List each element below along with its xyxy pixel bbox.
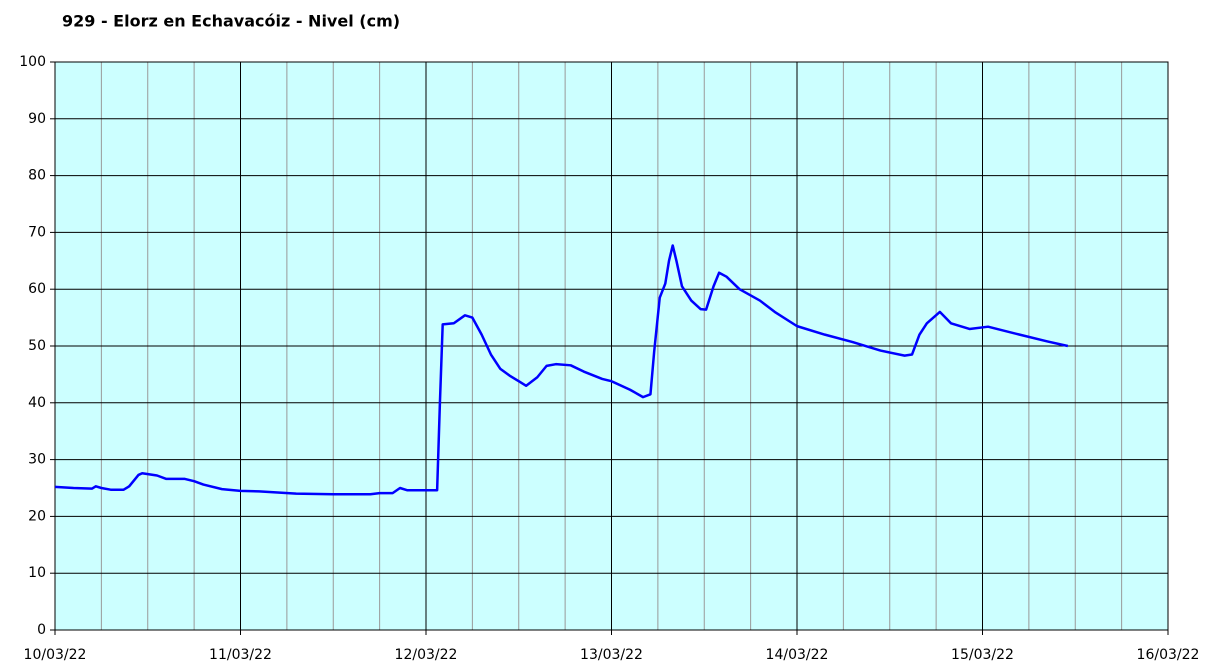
y-tick-label: 50 — [28, 338, 46, 354]
y-tick-label: 80 — [28, 168, 46, 184]
y-tick-label: 60 — [28, 281, 46, 297]
x-tick-label: 16/03/22 — [1137, 647, 1200, 663]
y-tick-label: 40 — [28, 395, 46, 411]
y-tick-label: 90 — [28, 111, 46, 127]
y-tick-label: 10 — [28, 565, 46, 581]
x-tick-label: 14/03/22 — [766, 647, 829, 663]
y-tick-label: 0 — [37, 622, 46, 638]
y-tick-label: 30 — [28, 452, 46, 468]
plot-border — [54, 61, 1169, 631]
x-tick-label: 13/03/22 — [580, 647, 643, 663]
y-tick-label: 20 — [28, 508, 46, 524]
x-tick-label: 15/03/22 — [951, 647, 1014, 663]
x-tick-label: 10/03/22 — [24, 647, 87, 663]
x-tick-label: 11/03/22 — [209, 647, 272, 663]
x-tick-label: 12/03/22 — [395, 647, 458, 663]
data-line — [54, 244, 1069, 496]
chart-title: 929 - Elorz en Echavacóiz - Nivel (cm) — [62, 12, 400, 31]
y-tick-label: 70 — [28, 224, 46, 240]
y-tick-label: 100 — [19, 54, 46, 70]
